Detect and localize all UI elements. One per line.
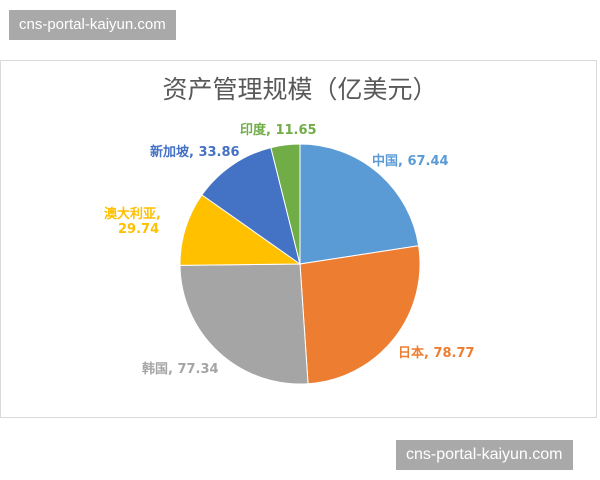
pie-slice-5 <box>270 143 301 265</box>
label-india: 印度, 11.65 <box>240 123 317 138</box>
label-singapore: 新加坡, 33.86 <box>150 145 240 160</box>
chart-frame <box>0 60 597 418</box>
label-japan: 日本, 78.77 <box>398 346 475 361</box>
pie-slice-0 <box>299 143 420 265</box>
pie-slice-2 <box>179 263 309 385</box>
label-australia: 澳大利亚, <box>104 207 161 222</box>
pie-slice-1 <box>299 245 421 385</box>
pie-slice-4 <box>201 146 301 266</box>
watermark-top: cns-portal-kaiyun.com <box>9 10 176 40</box>
label-korea: 韩国, 77.34 <box>142 362 219 377</box>
watermark-bottom: cns-portal-kaiyun.com <box>396 440 573 470</box>
chart-title: 资产管理规模（亿美元） <box>162 75 438 104</box>
pie-slice-3 <box>179 194 302 266</box>
label-australia-value: 29.74 <box>118 222 160 237</box>
label-china: 中国, 67.44 <box>372 154 449 169</box>
